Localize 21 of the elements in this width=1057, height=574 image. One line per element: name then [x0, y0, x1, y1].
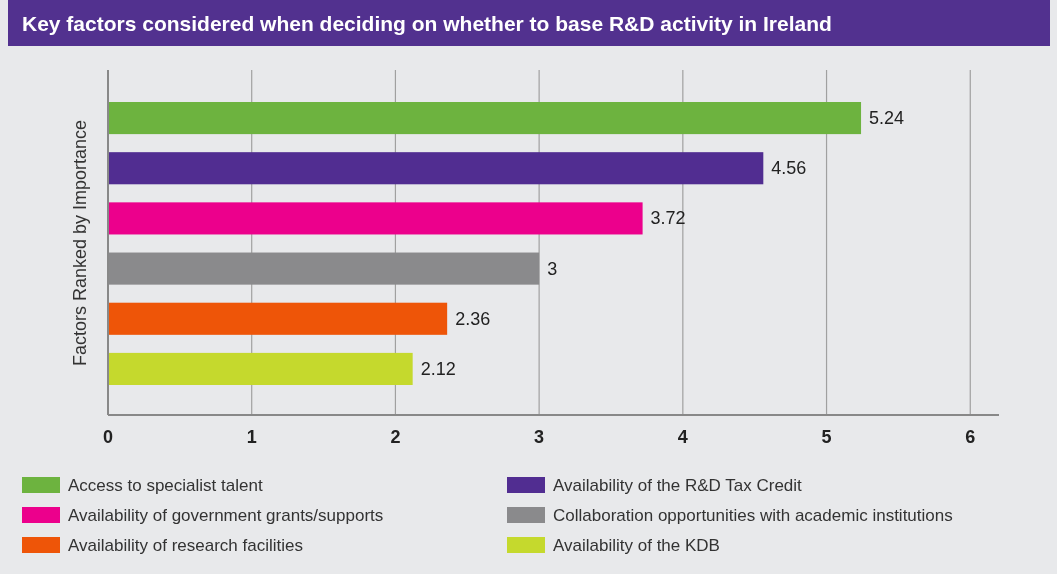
y-axis-title: Factors Ranked by Importance — [70, 119, 90, 367]
x-tick-label: 2 — [390, 427, 401, 447]
data-label: 2.36 — [455, 308, 491, 329]
chart-title: Key factors considered when deciding on whether to base R&D activity in Ireland — [22, 11, 832, 35]
x-tick-label: 4 — [677, 427, 688, 447]
data-label: 5.24 — [869, 108, 905, 129]
data-label: 3 — [547, 258, 558, 279]
data-label: 4.56 — [771, 158, 807, 179]
legend-label: Availability of research facilities — [68, 535, 303, 555]
x-tick-label: 1 — [246, 427, 257, 447]
x-tick-label: 3 — [534, 427, 545, 447]
legend-label: Availability of the KDB — [553, 535, 720, 555]
legend-label: Availability of the R&D Tax Credit — [553, 475, 803, 495]
legend-label: Access to specialist talent — [68, 475, 263, 495]
data-label: 2.12 — [420, 358, 456, 379]
x-tick-label: 0 — [102, 427, 114, 447]
legend-label: Availability of government grants/supports — [68, 505, 384, 525]
x-tick-label: 5 — [821, 427, 832, 447]
x-tick-label: 6 — [965, 427, 976, 447]
legend-label: Collaboration opportunities with academic institutions — [553, 505, 953, 525]
data-label: 3.72 — [650, 208, 686, 229]
